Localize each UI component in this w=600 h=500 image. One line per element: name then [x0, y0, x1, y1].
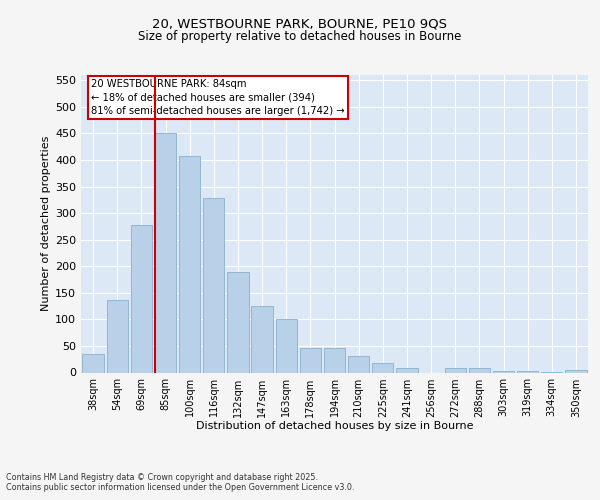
Bar: [493, 371, 514, 372]
Bar: [372, 364, 394, 372]
X-axis label: Distribution of detached houses by size in Bourne: Distribution of detached houses by size …: [196, 421, 473, 431]
Bar: [469, 368, 490, 372]
Bar: [107, 300, 128, 372]
Bar: [131, 226, 152, 372]
Bar: [155, 134, 176, 372]
Bar: [251, 306, 272, 372]
Text: Size of property relative to detached houses in Bourne: Size of property relative to detached ho…: [139, 30, 461, 43]
Bar: [324, 348, 345, 372]
Bar: [348, 356, 369, 372]
Bar: [82, 354, 104, 372]
Text: Contains public sector information licensed under the Open Government Licence v3: Contains public sector information licen…: [6, 484, 355, 492]
Y-axis label: Number of detached properties: Number of detached properties: [41, 136, 51, 312]
Bar: [300, 348, 321, 372]
Bar: [565, 370, 587, 372]
Bar: [179, 156, 200, 372]
Bar: [275, 319, 297, 372]
Text: Contains HM Land Registry data © Crown copyright and database right 2025.: Contains HM Land Registry data © Crown c…: [6, 472, 318, 482]
Bar: [445, 368, 466, 372]
Text: 20 WESTBOURNE PARK: 84sqm
← 18% of detached houses are smaller (394)
81% of semi: 20 WESTBOURNE PARK: 84sqm ← 18% of detac…: [91, 80, 345, 116]
Bar: [397, 368, 418, 372]
Text: 20, WESTBOURNE PARK, BOURNE, PE10 9QS: 20, WESTBOURNE PARK, BOURNE, PE10 9QS: [152, 18, 448, 30]
Bar: [227, 272, 248, 372]
Bar: [203, 198, 224, 372]
